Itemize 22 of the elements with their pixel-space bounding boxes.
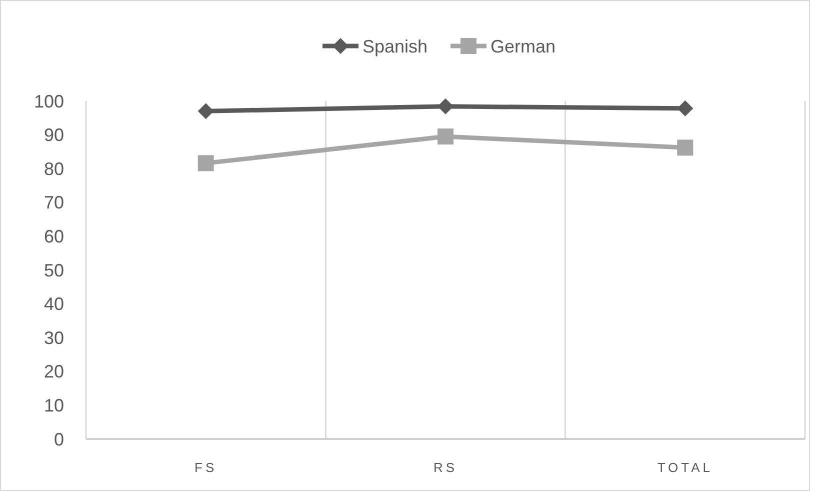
- point: [198, 155, 214, 172]
- y-tick-label: 100: [34, 91, 64, 112]
- x-tick-label: FS: [194, 460, 218, 475]
- y-tick-label: 30: [44, 328, 64, 348]
- point: [677, 100, 694, 116]
- y-tick-label: 50: [44, 260, 64, 280]
- legend-label: Spanish: [362, 36, 428, 56]
- y-tick-label: 60: [44, 226, 64, 246]
- point: [438, 128, 454, 144]
- y-tick-label: 10: [44, 396, 64, 416]
- y-tick-label: 0: [54, 429, 64, 450]
- legend-label: German: [490, 36, 556, 56]
- y-tick-label: 90: [44, 125, 64, 146]
- point: [677, 140, 694, 156]
- y-tick-label: 20: [44, 362, 64, 382]
- y-tick-label: 80: [44, 158, 64, 179]
- y-tick-label: 70: [44, 192, 64, 213]
- x-tick-label: TOTAL: [657, 460, 714, 475]
- point: [198, 103, 214, 120]
- point: [438, 98, 454, 114]
- y-tick-label: 40: [44, 294, 64, 314]
- x-tick-label: RS: [433, 460, 458, 475]
